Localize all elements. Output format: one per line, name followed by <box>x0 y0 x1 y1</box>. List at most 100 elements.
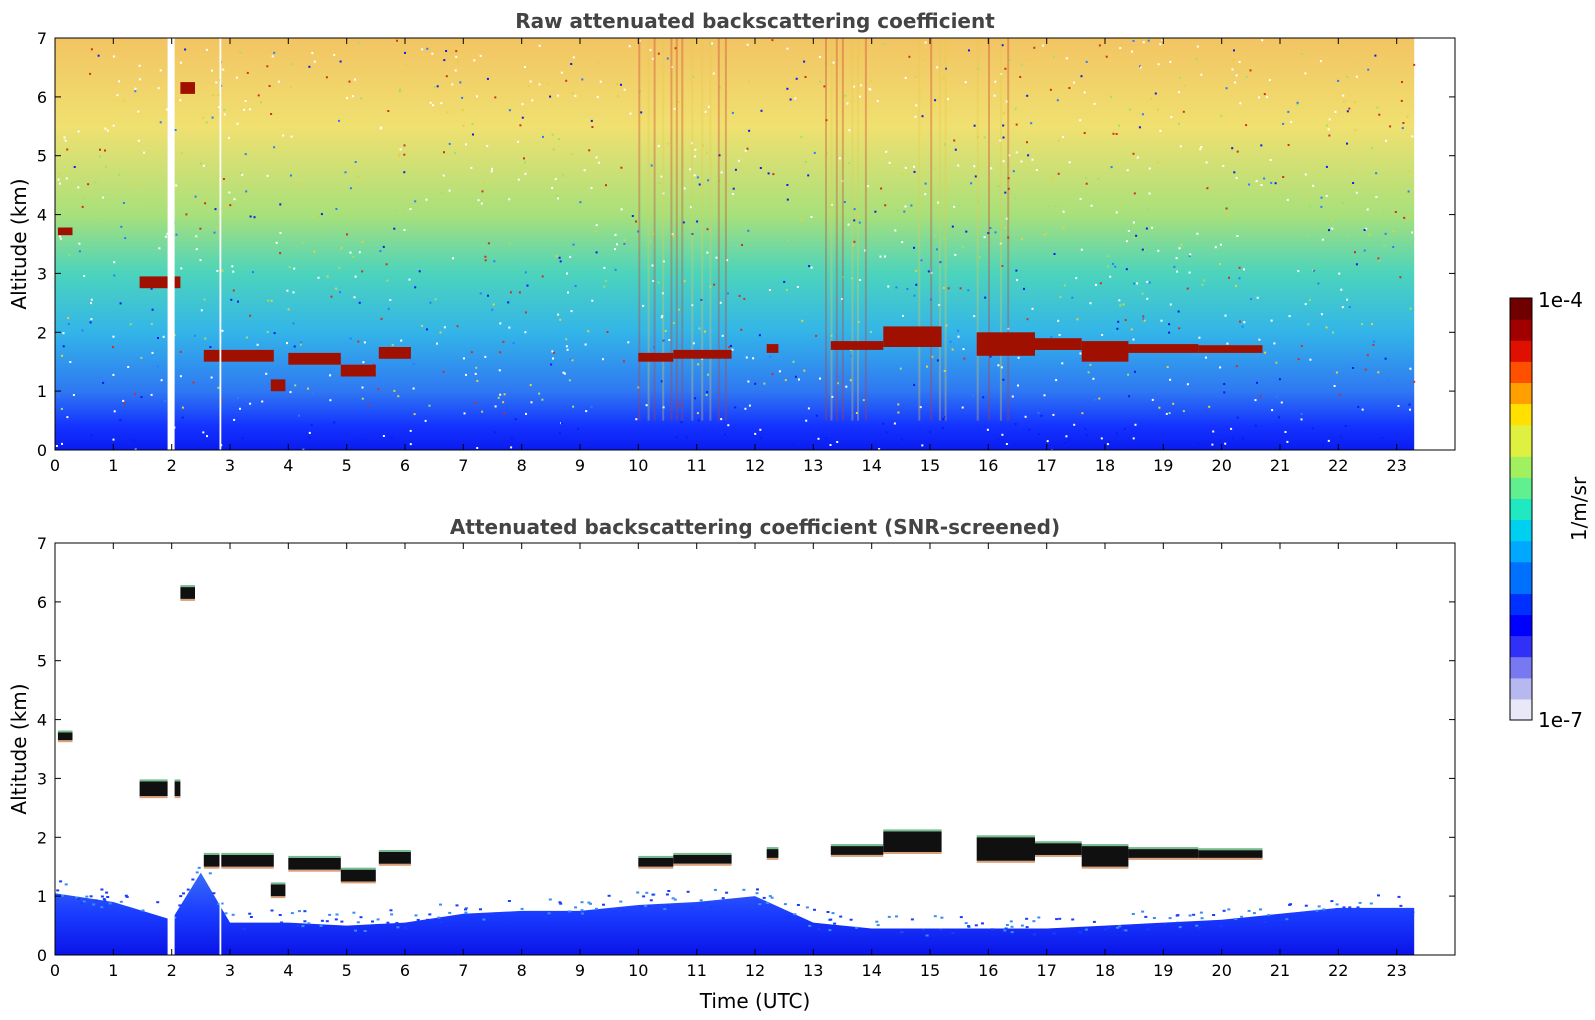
noise-speck <box>1328 118 1331 121</box>
noise-speck <box>249 215 252 218</box>
noise-speck <box>700 298 703 301</box>
noise-speck <box>249 314 252 317</box>
colorbar: 1e-4 1e-7 1/m/sr <box>1509 288 1591 732</box>
cloud-fringe <box>1081 866 1129 869</box>
edge-speck <box>156 901 160 904</box>
noise-speck <box>403 153 406 156</box>
cloud-fringe <box>340 881 376 884</box>
noise-speck <box>590 405 593 408</box>
edge-speck <box>758 901 761 904</box>
noise-speck <box>944 415 946 418</box>
noise-speck <box>1179 76 1182 79</box>
edge-speck <box>1025 926 1029 929</box>
noise-speck <box>213 231 216 234</box>
edge-speck <box>580 901 584 904</box>
noise-speck <box>747 229 750 232</box>
noise-speck <box>1227 214 1230 217</box>
noise-speck <box>1138 126 1141 129</box>
noise-speck <box>425 198 428 201</box>
noise-speck <box>973 315 976 318</box>
edge-speck <box>1317 913 1321 916</box>
noise-speck <box>901 173 904 176</box>
noise-speck <box>1087 371 1090 374</box>
noise-speck <box>936 66 939 69</box>
noise-speck <box>566 348 569 351</box>
noise-speck <box>792 360 795 363</box>
noise-speck <box>63 136 66 139</box>
noise-column <box>938 38 941 421</box>
noise-speck <box>508 326 511 329</box>
noise-speck <box>1023 287 1025 290</box>
noise-speck <box>518 291 521 294</box>
noise-speck <box>910 204 913 207</box>
noise-speck <box>1136 156 1139 159</box>
noise-speck <box>1343 100 1345 103</box>
colorbar-band <box>1510 551 1532 563</box>
noise-speck <box>984 296 987 299</box>
noise-speck <box>1026 94 1029 97</box>
noise-speck <box>308 436 311 439</box>
noise-speck <box>113 261 116 264</box>
noise-speck <box>1090 204 1093 207</box>
noise-speck <box>662 339 665 342</box>
noise-speck <box>832 61 835 64</box>
noise-column <box>930 38 933 421</box>
noise-speck <box>667 142 670 145</box>
noise-speck <box>200 162 202 165</box>
edge-speck <box>335 913 339 916</box>
noise-speck <box>175 184 178 187</box>
edge-speck <box>663 908 667 911</box>
noise-speck <box>1146 297 1149 300</box>
noise-speck <box>1212 430 1215 433</box>
noise-speck <box>913 165 915 168</box>
edge-speck <box>113 907 117 910</box>
noise-speck <box>983 236 986 239</box>
edge-speck <box>642 895 646 898</box>
noise-speck <box>1122 303 1125 306</box>
noise-speck <box>1024 415 1027 418</box>
noise-speck <box>1067 439 1070 442</box>
noise-speck <box>239 51 242 54</box>
noise-speck <box>653 346 655 349</box>
noise-speck <box>134 392 136 395</box>
noise-speck <box>1271 409 1274 412</box>
noise-speck <box>508 109 511 112</box>
cloud-fringe <box>1198 857 1263 860</box>
noise-speck <box>120 225 123 228</box>
noise-speck <box>745 356 748 359</box>
edge-speck <box>666 904 670 907</box>
noise-speck <box>951 225 954 228</box>
noise-speck <box>983 219 986 222</box>
noise-speck <box>1256 296 1259 299</box>
noise-speck <box>771 373 774 376</box>
noise-speck <box>1062 227 1065 230</box>
snr-y-tick-label: 5 <box>37 652 47 671</box>
edge-speck <box>671 897 675 900</box>
noise-speck <box>1297 358 1300 361</box>
noise-speck <box>927 270 930 273</box>
noise-speck <box>631 215 634 217</box>
cloud-layer <box>1035 338 1082 350</box>
noise-speck <box>313 60 316 63</box>
edge-speck <box>296 924 300 927</box>
noise-speck <box>1154 92 1157 95</box>
edge-speck <box>1289 903 1293 906</box>
noise-speck <box>1062 136 1065 138</box>
noise-speck <box>1159 43 1162 46</box>
raw-x-tick-label: 10 <box>628 456 648 475</box>
noise-speck <box>974 175 977 178</box>
noise-speck <box>194 334 196 337</box>
edge-speck <box>1195 924 1199 927</box>
edge-speck <box>320 919 324 922</box>
noise-speck <box>1199 148 1202 151</box>
noise-speck <box>557 197 559 200</box>
raw-y-axis-label: Altitude (km) <box>7 178 31 309</box>
noise-speck <box>1222 164 1225 167</box>
noise-speck <box>112 346 114 349</box>
noise-speck <box>1223 383 1226 385</box>
noise-speck <box>559 260 562 263</box>
noise-speck <box>767 172 770 175</box>
noise-speck <box>1183 84 1186 87</box>
noise-speck <box>1186 287 1189 290</box>
